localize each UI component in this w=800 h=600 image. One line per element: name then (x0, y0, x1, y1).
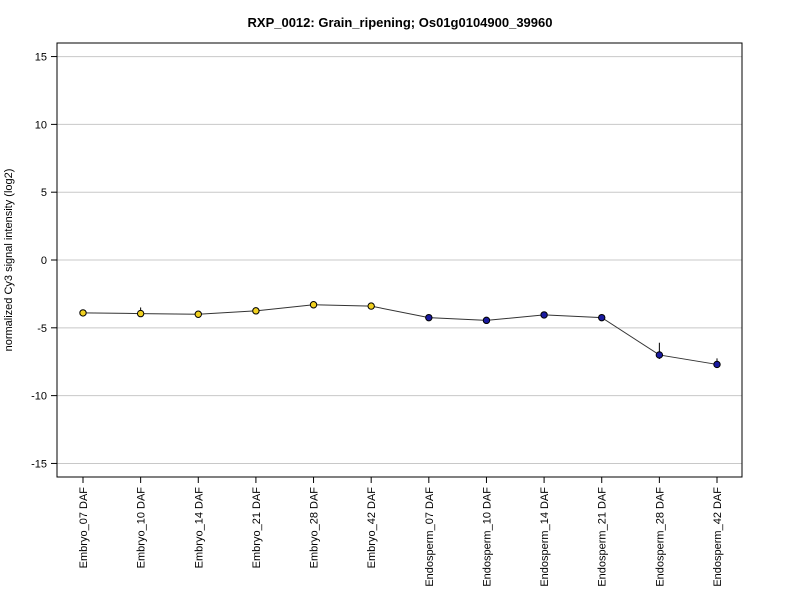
y-tick-label: 0 (41, 255, 47, 267)
x-tick-label: Endosperm_42 DAF (712, 487, 724, 587)
data-point (482, 316, 491, 325)
data-point (713, 360, 721, 369)
y-axis-label: normalized Cy3 signal intensity (log2) (3, 169, 15, 352)
data-point (194, 310, 202, 318)
x-tick-label: Endosperm_28 DAF (654, 487, 666, 587)
data-point (540, 311, 548, 319)
y-tick-label: 5 (41, 187, 47, 199)
data-point (136, 309, 145, 318)
grid-lines (57, 56, 742, 464)
y-tick-label: -15 (31, 458, 47, 470)
x-tick-label: Embryo_14 DAF (193, 487, 205, 569)
x-axis: Embryo_07 DAF Embryo_10 DAF Embryo_14 DAF E… (78, 476, 724, 587)
x-tick-label: Endosperm_21 DAF (597, 487, 609, 587)
data-point (655, 351, 664, 359)
data-point (309, 301, 318, 309)
x-tick-label: Endosperm_07 DAF (424, 487, 436, 587)
x-tick-label: Embryo_07 DAF (78, 487, 90, 569)
y-tick-label: 10 (35, 119, 47, 131)
x-tick-label: Endosperm_14 DAF (539, 487, 551, 587)
x-tick-label: Embryo_28 DAF (309, 487, 321, 569)
x-tick-label: Embryo_42 DAF (366, 487, 378, 569)
x-tick-label: Endosperm_10 DAF (481, 487, 493, 587)
series-line (82, 304, 718, 365)
x-tick-label: Embryo_21 DAF (251, 487, 263, 569)
y-axis: 15 10 5 0 -5 -10 -15 (31, 52, 57, 470)
y-tick-label: 15 (35, 52, 47, 64)
y-tick-label: -5 (37, 323, 47, 335)
chart-title: RXP_0012: Grain_ripening; Os01g0104900_3… (248, 15, 553, 30)
data-point (79, 309, 87, 317)
data-point (425, 313, 433, 322)
data-point (367, 302, 375, 310)
x-tick-label: Embryo_10 DAF (136, 487, 148, 569)
series-group (79, 301, 721, 369)
y-tick-label: -10 (31, 391, 47, 403)
data-point (598, 313, 606, 322)
data-point (252, 307, 260, 315)
